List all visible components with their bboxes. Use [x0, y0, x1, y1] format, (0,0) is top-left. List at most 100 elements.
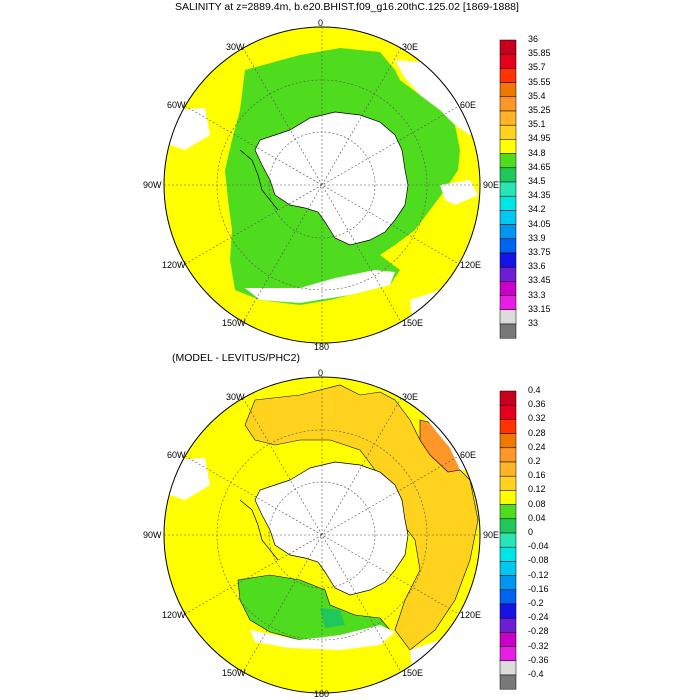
colorbar-swatch — [499, 153, 517, 169]
colorbar-swatch — [499, 575, 517, 591]
panel2-lon-60w: 60W — [167, 450, 186, 460]
panel2-lon-30w: 30W — [226, 392, 245, 402]
colorbar-tick-label: -0.24 — [528, 612, 549, 623]
panel1-lon-60e: 60E — [460, 100, 477, 110]
panel1-colorbar — [499, 39, 517, 339]
colorbar-tick-label: -0.12 — [528, 569, 549, 580]
colorbar-swatch — [499, 546, 517, 562]
colorbar-tick-label: 0.4 — [528, 385, 541, 395]
colorbar-tick-label: 0.12 — [528, 484, 546, 495]
panel1-lon-150w: 150W — [222, 318, 246, 328]
colorbar-swatch — [499, 461, 517, 477]
colorbar-tick-label: 33.45 — [528, 275, 551, 286]
colorbar-tick-label: 33.75 — [528, 247, 551, 257]
colorbar-tick-label: 34.5 — [528, 176, 546, 186]
panel2-lon-120w: 120W — [162, 610, 186, 620]
colorbar-tick-label: -0.16 — [528, 583, 549, 594]
colorbar-tick-label: 36 — [528, 34, 539, 44]
colorbar-tick-label: 0 — [528, 527, 534, 537]
colorbar-tick-label: 33 — [528, 318, 539, 328]
colorbar-swatch — [499, 210, 517, 225]
colorbar-tick-label: -0.04 — [528, 541, 549, 552]
colorbar-tick-label: -0.28 — [528, 626, 549, 637]
panel1-lon-120e: 120E — [460, 260, 482, 270]
colorbar-swatch — [499, 39, 517, 55]
colorbar-tick-label: 34.2 — [528, 204, 546, 215]
panel1-lon-150e: 150E — [402, 318, 424, 328]
colorbar-swatch — [499, 110, 517, 126]
colorbar-swatch — [499, 617, 517, 633]
colorbar-swatch — [499, 646, 517, 662]
colorbar-tick-label: 34.65 — [528, 161, 551, 172]
colorbar-tick-label: 0.2 — [528, 456, 541, 466]
colorbar-swatch — [499, 589, 517, 605]
colorbar-swatch — [499, 224, 517, 240]
panel2-lon-180: 180 — [314, 689, 330, 699]
colorbar-swatch — [499, 238, 517, 254]
colorbar-swatch — [499, 561, 517, 576]
panel2-lon-150e: 150E — [402, 668, 424, 678]
colorbar-swatch — [499, 632, 517, 647]
panel2-lon-120e: 120E — [460, 610, 482, 620]
panel2-map — [164, 377, 480, 693]
colorbar-tick-label: 35.1 — [528, 119, 546, 130]
colorbar-tick-label: 0.28 — [528, 427, 546, 438]
panel1-lon-30w: 30W — [226, 42, 245, 52]
colorbar-tick-label: 35.85 — [528, 48, 551, 59]
colorbar-swatch — [499, 181, 517, 197]
panel2-title: (MODEL - LEVITUS/PHC2) — [172, 352, 300, 364]
panel2-lon-150w: 150W — [222, 668, 246, 678]
panel1-lon-120w: 120W — [162, 260, 186, 270]
colorbar-tick-label: 33.15 — [528, 303, 551, 314]
colorbar-tick-label: 0.16 — [528, 470, 546, 481]
colorbar-tick-label: -0.4 — [528, 669, 544, 679]
panel1-map-border — [163, 26, 481, 344]
panel1-map — [164, 27, 480, 343]
colorbar-swatch — [499, 139, 517, 154]
colorbar-tick-label: 35.55 — [528, 76, 551, 87]
colorbar-swatch — [499, 195, 517, 211]
colorbar-tick-label: -0.32 — [528, 640, 549, 651]
colorbar-swatch — [499, 504, 517, 520]
colorbar-tick-label: -0.08 — [528, 555, 549, 566]
colorbar-swatch — [499, 475, 517, 491]
colorbar-tick-label: 0.24 — [528, 441, 546, 452]
colorbar-tick-label: 34.8 — [528, 147, 546, 158]
colorbar-tick-label: -0.36 — [528, 654, 549, 665]
colorbar-swatch — [499, 390, 517, 406]
colorbar-tick-label: 0.36 — [528, 399, 546, 410]
colorbar-swatch — [499, 433, 517, 449]
colorbar-swatch — [499, 603, 517, 619]
panel2-lon-90e: 90E — [483, 530, 500, 540]
colorbar-swatch — [499, 309, 517, 325]
panel1-lon-0: 0 — [318, 18, 324, 28]
colorbar-swatch — [499, 68, 517, 83]
colorbar-swatch — [499, 674, 517, 690]
colorbar-swatch — [499, 404, 517, 420]
panel2-lon-60e: 60E — [460, 450, 477, 460]
panel2-lon-90w: 90W — [143, 530, 162, 540]
colorbar-tick-label: 0.08 — [528, 498, 546, 509]
colorbar-swatch — [499, 82, 517, 98]
colorbar-tick-label: 34.95 — [528, 133, 551, 144]
colorbar-swatch — [499, 419, 517, 434]
colorbar-tick-label: 0.04 — [528, 512, 546, 523]
panel2-lon-30e: 30E — [402, 392, 419, 402]
panel2-antarctica — [254, 461, 409, 596]
colorbar-tick-label: 0.32 — [528, 413, 546, 424]
colorbar-swatch — [499, 518, 517, 534]
colorbar-tick-label: 35.7 — [528, 62, 546, 73]
panel2-lon-0: 0 — [318, 368, 324, 378]
colorbar-tick-label: 35.25 — [528, 105, 551, 115]
panel1-antarctica — [254, 111, 409, 246]
colorbar-tick-label: 34.05 — [528, 218, 551, 229]
colorbar-swatch — [499, 532, 517, 548]
panel2-map-border — [163, 376, 481, 694]
colorbar-tick-label: -0.2 — [528, 598, 544, 608]
panel1-lon-180: 180 — [314, 342, 330, 352]
colorbar-swatch — [499, 167, 517, 183]
panel1-title: SALINITY at z=2889.4m, b.e20.BHIST.f09_g… — [175, 1, 519, 13]
colorbar-swatch — [499, 252, 517, 268]
colorbar-swatch — [499, 266, 517, 282]
